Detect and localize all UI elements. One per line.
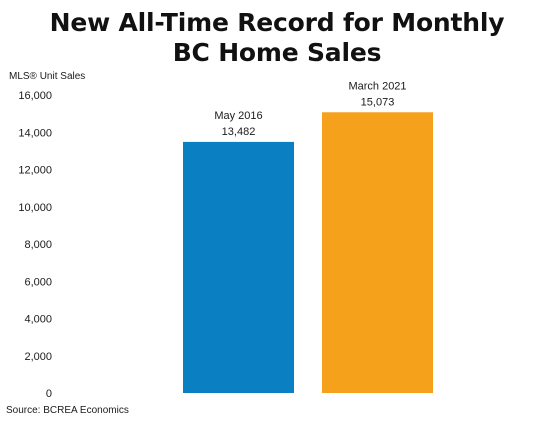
chart-title: New All-Time Record for Monthly BC Home … (0, 8, 554, 68)
y-tick-label: 6,000 (24, 276, 52, 288)
y-tick-label: 16,000 (18, 90, 52, 102)
y-tick-label: 14,000 (18, 127, 52, 139)
bar-labels: May 2016 13,482 March 2021 15,073 (214, 80, 406, 138)
chart-title-line-1: New All-Time Record for Monthly (49, 8, 505, 37)
source-note: Source: BCREA Economics (6, 405, 129, 416)
bar-value-label: 15,073 (361, 96, 395, 108)
bar-value-label: 13,482 (222, 126, 256, 138)
y-tick-label: 4,000 (24, 314, 52, 326)
bar (183, 141, 294, 393)
y-tick-label: 2,000 (24, 351, 52, 363)
y-axis-label: MLS® Unit Sales (9, 71, 86, 82)
bar (322, 112, 433, 393)
chart-title-line-2: BC Home Sales (172, 38, 382, 67)
y-tick-label: 10,000 (18, 202, 52, 214)
y-tick-label: 12,000 (18, 165, 52, 177)
y-tick-label: 8,000 (24, 239, 52, 251)
y-tick-label: 0 (46, 388, 52, 400)
bar-category-label: May 2016 (214, 110, 262, 122)
bar-category-label: March 2021 (348, 80, 406, 92)
bars (183, 112, 433, 393)
y-axis-ticks: 0 2,000 4,000 6,000 8,000 10,000 12,000 14,000 1… (18, 90, 52, 400)
